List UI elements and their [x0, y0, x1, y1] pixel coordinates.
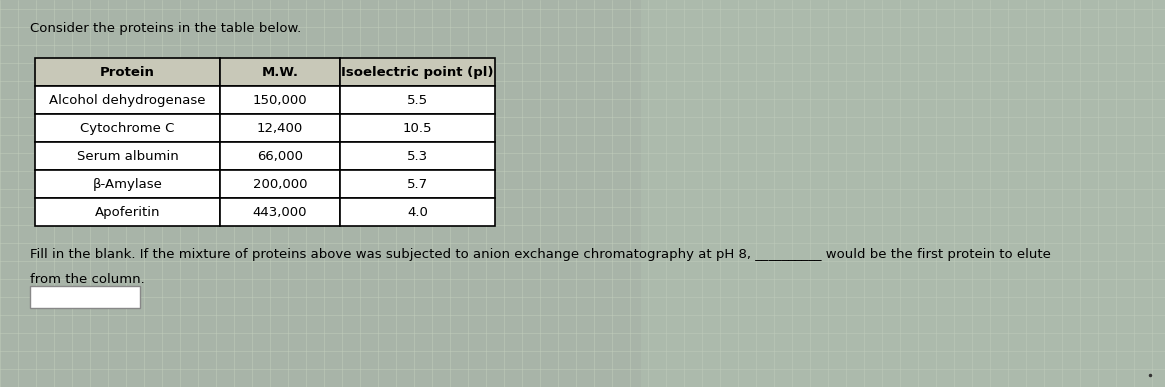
- Bar: [220, 142, 340, 170]
- Bar: [35, 170, 220, 198]
- Bar: [220, 170, 340, 198]
- Bar: [340, 198, 495, 226]
- Text: 150,000: 150,000: [253, 94, 308, 106]
- Bar: [220, 198, 340, 226]
- Text: M.W.: M.W.: [261, 65, 298, 79]
- Text: Cytochrome C: Cytochrome C: [80, 122, 175, 135]
- Text: 10.5: 10.5: [403, 122, 432, 135]
- Bar: [340, 170, 495, 198]
- Bar: [35, 142, 220, 170]
- Text: Serum albumin: Serum albumin: [77, 149, 178, 163]
- Bar: [220, 114, 340, 142]
- Text: Consider the proteins in the table below.: Consider the proteins in the table below…: [30, 22, 302, 35]
- Bar: [35, 86, 220, 114]
- Text: 66,000: 66,000: [257, 149, 303, 163]
- Bar: [220, 86, 340, 114]
- Text: Fill in the blank. If the mixture of proteins above was subjected to anion excha: Fill in the blank. If the mixture of pro…: [30, 248, 1051, 261]
- Bar: [35, 198, 220, 226]
- Text: from the column.: from the column.: [30, 273, 144, 286]
- Text: 12,400: 12,400: [256, 122, 303, 135]
- Bar: [340, 86, 495, 114]
- Text: Isoelectric point (pl): Isoelectric point (pl): [341, 65, 494, 79]
- Bar: [35, 58, 220, 86]
- Bar: [340, 58, 495, 86]
- Text: 443,000: 443,000: [253, 205, 308, 219]
- Text: 5.7: 5.7: [407, 178, 428, 190]
- Bar: [220, 58, 340, 86]
- Text: 200,000: 200,000: [253, 178, 308, 190]
- Text: 4.0: 4.0: [407, 205, 428, 219]
- Text: β-Amylase: β-Amylase: [92, 178, 162, 190]
- Bar: [340, 142, 495, 170]
- Bar: [30, 286, 140, 308]
- Text: Protein: Protein: [100, 65, 155, 79]
- Bar: [641, 0, 1165, 387]
- Text: 5.5: 5.5: [407, 94, 428, 106]
- Text: 5.3: 5.3: [407, 149, 428, 163]
- Bar: [340, 114, 495, 142]
- Text: Apoferitin: Apoferitin: [94, 205, 161, 219]
- Text: Alcohol dehydrogenase: Alcohol dehydrogenase: [49, 94, 206, 106]
- Bar: [35, 114, 220, 142]
